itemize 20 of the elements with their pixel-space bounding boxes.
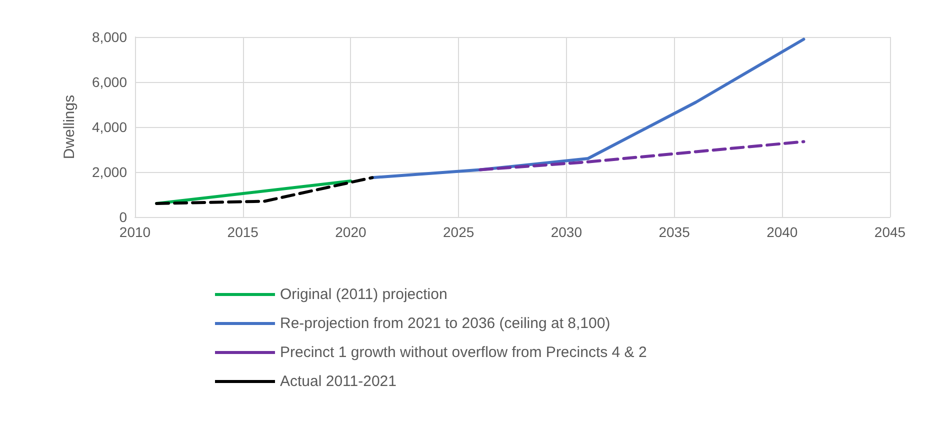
y-tick-label: 8,000 xyxy=(92,29,128,45)
x-tick-label: 2035 xyxy=(658,224,690,240)
legend-label: Re-projection from 2021 to 2036 (ceiling at 8,100) xyxy=(280,315,610,332)
x-tick-label: 2040 xyxy=(766,224,798,240)
legend-label: Precinct 1 growth without overflow from Precincts 4 & 2 xyxy=(280,344,647,361)
y-tick-label: 4,000 xyxy=(92,119,128,135)
x-tick-label: 2025 xyxy=(442,224,474,240)
y-axis-title: Dwellings xyxy=(61,94,78,160)
y-tick-label: 0 xyxy=(119,209,128,225)
legend-label: Actual 2011-2021 xyxy=(280,373,396,390)
x-tick-label: 2010 xyxy=(119,224,151,240)
y-tick-label: 6,000 xyxy=(92,74,128,90)
x-tick-label: 2045 xyxy=(874,224,906,240)
x-tick-label: 2030 xyxy=(550,224,582,240)
line-series xyxy=(478,140,806,172)
legend-label: Original (2011) projection xyxy=(280,286,448,303)
x-tick-label: 2015 xyxy=(227,224,259,240)
line-series xyxy=(370,38,806,180)
y-tick-label: 2,000 xyxy=(92,164,128,180)
x-tick-label: 2020 xyxy=(335,224,366,240)
